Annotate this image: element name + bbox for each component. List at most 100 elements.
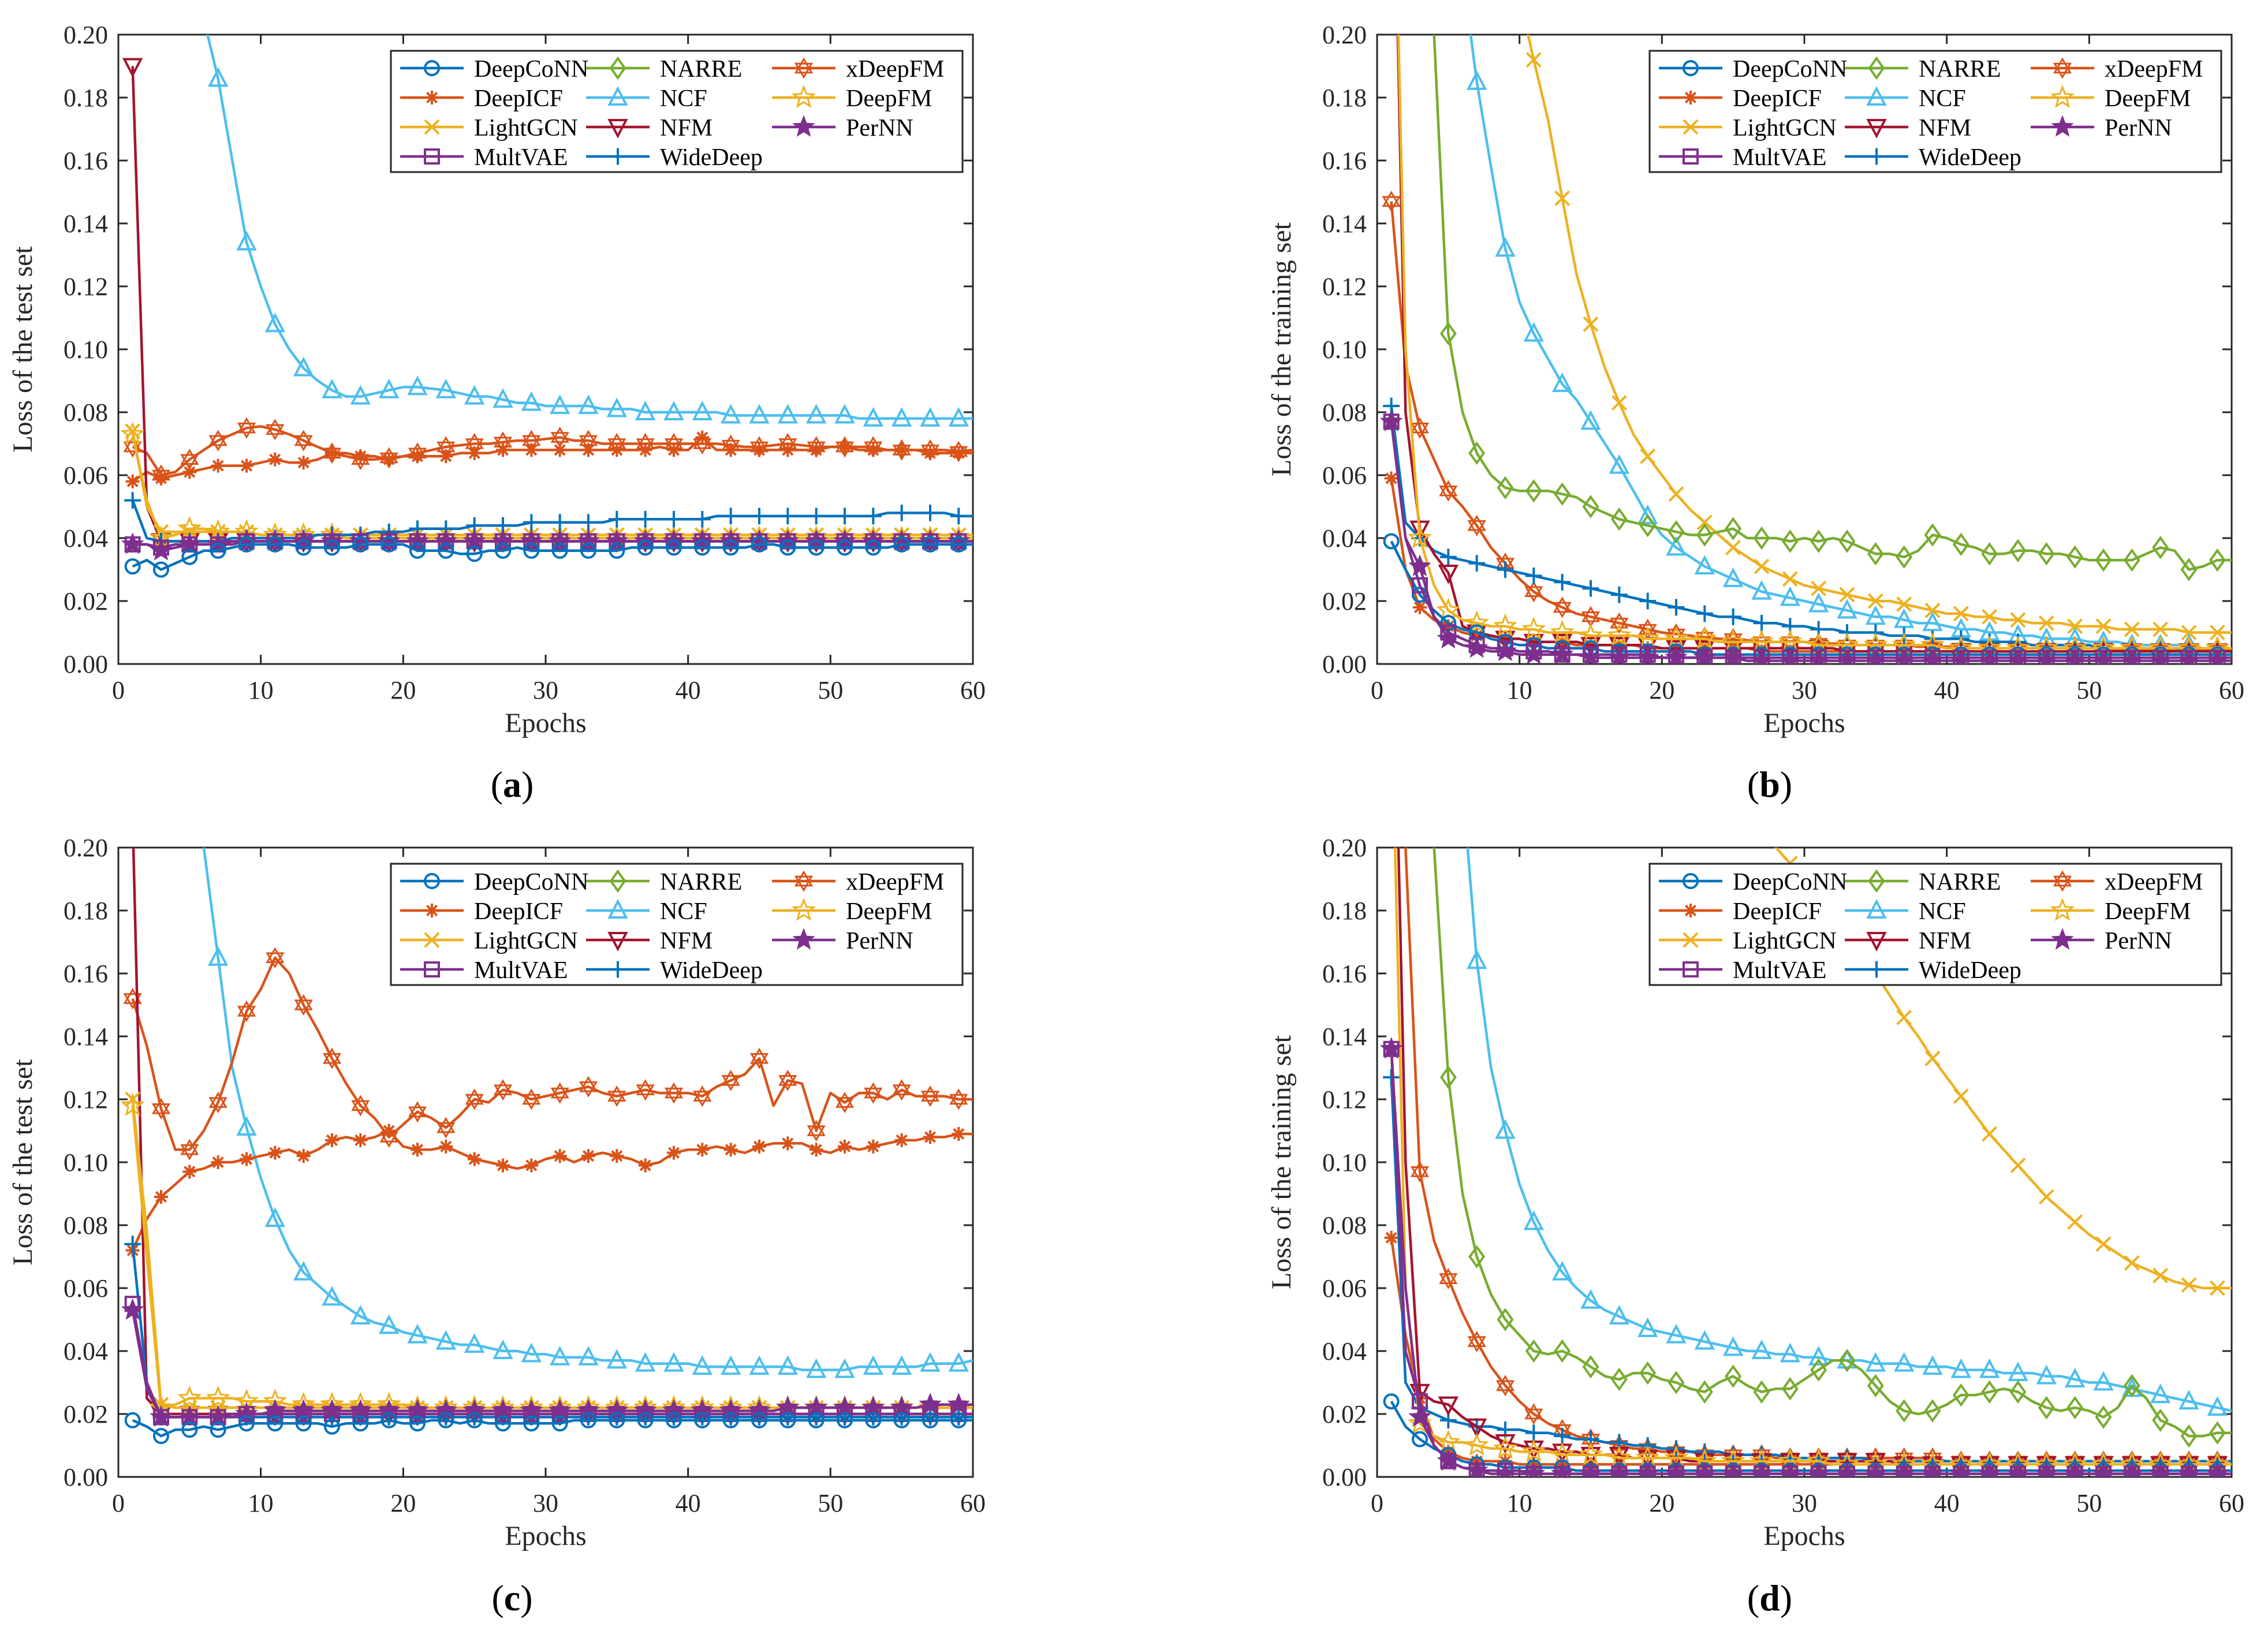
legend-item-xDeepFM: xDeepFM xyxy=(2031,56,2203,83)
data-point-WideDeep xyxy=(1725,608,1742,625)
legend-marker xyxy=(1868,56,1885,80)
data-point-PerNN xyxy=(1921,648,1944,664)
legend-label: DeepFM xyxy=(846,85,932,112)
legend-marker xyxy=(424,148,440,165)
data-point-LightGCN xyxy=(1525,52,1542,68)
data-point-DeepFM xyxy=(120,1092,145,1116)
data-point-DeepCoNN xyxy=(609,542,625,559)
data-point-NFM xyxy=(1466,1418,1487,1438)
data-point-PerNN xyxy=(719,1398,743,1421)
series-DeepCoNN xyxy=(124,1412,973,1445)
data-point-NCF xyxy=(124,367,141,383)
data-point-PerNN xyxy=(150,1405,173,1427)
data-point-NARRE xyxy=(1554,1339,1571,1363)
data-point-xDeepFM xyxy=(693,1085,712,1107)
data-point-NCF xyxy=(1666,1323,1687,1344)
data-point-DeepICF xyxy=(382,1124,396,1138)
data-point-NCF xyxy=(1609,1305,1630,1325)
x-tick-label: 0 xyxy=(1371,676,1383,704)
legend-label: DeepFM xyxy=(846,898,932,925)
data-point-PerNN xyxy=(947,529,971,551)
x-tick-label: 10 xyxy=(1507,676,1532,704)
data-point-NARRE xyxy=(1952,1383,1969,1407)
data-point-xDeepFM xyxy=(180,1139,199,1161)
data-point-LightGCN xyxy=(2124,1255,2140,1271)
data-point-NCF xyxy=(1609,454,1630,474)
data-point-DeepICF xyxy=(439,449,453,464)
data-point-xDeepFM xyxy=(636,1079,655,1101)
y-tick-label: 0.18 xyxy=(1322,84,1367,112)
data-point-DeepICF xyxy=(923,446,937,460)
data-point-PerNN xyxy=(861,1396,885,1417)
legend-item-LightGCN: LightGCN xyxy=(1659,115,1837,141)
data-point-WideDeep xyxy=(1696,605,1713,622)
data-point-DeepCoNN xyxy=(409,1415,426,1432)
data-point-NCF xyxy=(1551,1260,1573,1281)
data-point-NCF xyxy=(920,1352,941,1372)
data-point-NCF xyxy=(891,1355,912,1375)
data-point-DeepICF xyxy=(866,1139,881,1154)
y-tick-label: 0.02 xyxy=(1322,1400,1367,1428)
data-point-PerNN xyxy=(2063,648,2087,664)
y-tick-label: 0.10 xyxy=(64,1148,108,1177)
x-tick-label: 0 xyxy=(112,676,125,704)
data-point-DeepICF xyxy=(952,1126,966,1141)
data-point-xDeepFM xyxy=(237,1000,256,1023)
data-point-xDeepFM xyxy=(721,1069,740,1091)
legend-marker xyxy=(424,873,440,889)
legend-box xyxy=(1648,50,2222,173)
data-point-PerNN xyxy=(691,1398,714,1421)
data-point-NARRE xyxy=(1468,441,1486,465)
series-NCF xyxy=(206,35,973,427)
legend-label: NARRE xyxy=(1919,56,2001,83)
legend-label: WideDeep xyxy=(660,957,763,984)
data-point-WideDeep xyxy=(864,508,882,525)
data-point-NCF xyxy=(493,388,513,408)
data-point-xDeepFM xyxy=(1553,596,1572,618)
data-point-PerNN xyxy=(1665,1461,1688,1477)
legend-label: DeepFM xyxy=(2105,85,2191,112)
legend-marker xyxy=(1868,869,1885,893)
y-tick-label: 0.04 xyxy=(64,524,108,553)
legend-marker xyxy=(792,115,815,137)
data-point-DeepCoNN xyxy=(466,1412,483,1428)
y-axis-label: Loss of the test set xyxy=(8,246,38,453)
data-point-DeepICF xyxy=(553,1149,567,1163)
data-point-LightGCN xyxy=(1640,448,1656,464)
data-point-NCF xyxy=(777,1355,799,1375)
data-point-DeepICF xyxy=(353,449,368,464)
legend-label: MultVAE xyxy=(1733,957,1827,984)
data-point-PerNN xyxy=(1607,646,1631,664)
data-point-DeepCoNN xyxy=(950,1412,967,1428)
data-point-NCF xyxy=(1694,1330,1715,1350)
data-point-PerNN xyxy=(377,1398,401,1421)
data-point-DeepCoNN xyxy=(238,1415,255,1432)
data-point-DeepICF xyxy=(638,443,652,457)
data-point-DeepFM xyxy=(1550,620,1575,643)
legend-marker xyxy=(2051,115,2074,137)
legend-marker xyxy=(1683,873,1699,889)
data-point-DeepCoNN xyxy=(580,542,596,559)
series-NCF xyxy=(1440,524,2232,1416)
legend-marker xyxy=(424,932,440,948)
data-point-PerNN xyxy=(434,529,458,551)
data-point-PerNN xyxy=(1636,646,1659,664)
legend-label: PerNN xyxy=(2105,115,2172,141)
data-point-DeepICF xyxy=(496,1158,510,1173)
data-point-WideDeep xyxy=(1610,586,1628,603)
legend: DeepCoNN NARRE xDeepFM DeepICF NCF DeepFM Ligh… xyxy=(1648,863,2222,986)
data-point-NARRE xyxy=(1924,523,1941,547)
data-point-PerNN xyxy=(577,1398,600,1421)
data-point-xDeepFM xyxy=(266,947,285,969)
data-point-NCF xyxy=(663,1352,684,1372)
y-tick-label: 0.06 xyxy=(1322,1274,1367,1303)
series-NARRE xyxy=(1433,35,2232,581)
y-tick-label: 0.00 xyxy=(64,1463,108,1491)
data-point-DeepICF xyxy=(296,456,311,470)
data-point-PerNN xyxy=(2092,648,2115,664)
data-point-NCF xyxy=(1893,1352,1915,1372)
legend-label: PerNN xyxy=(846,115,913,141)
data-point-NCF xyxy=(692,1355,713,1375)
data-point-PerNN xyxy=(890,529,913,551)
data-point-NCF xyxy=(1440,524,1457,540)
